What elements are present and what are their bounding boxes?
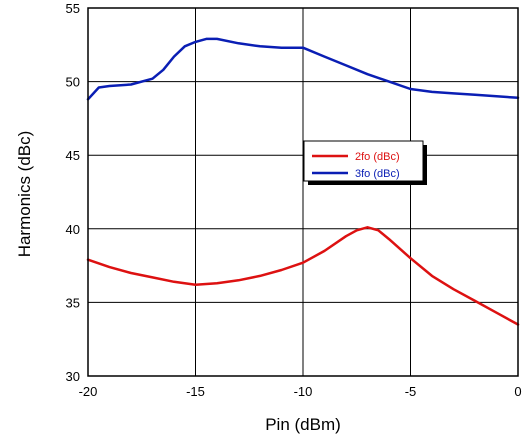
y-tick-label: 45 — [66, 148, 80, 163]
x-tick-label: -20 — [79, 384, 98, 399]
y-tick-label: 30 — [66, 369, 80, 384]
y-tick-label: 40 — [66, 222, 80, 237]
series-lines — [86, 37, 520, 326]
y-axis-title: Harmonics (dBc) — [15, 131, 34, 258]
x-tick-label: -10 — [294, 384, 313, 399]
y-tick-label: 55 — [66, 1, 80, 16]
legend-label-2fo: 2fo (dBc) — [355, 151, 400, 163]
y-tick-label: 35 — [66, 295, 80, 310]
legend: 2fo (dBc) 3fo (dBc) — [303, 140, 427, 185]
x-tick-label: 0 — [514, 384, 521, 399]
x-tick-label: -15 — [186, 384, 205, 399]
x-axis-title: Pin (dBm) — [265, 415, 341, 434]
y-tick-label: 50 — [66, 75, 80, 90]
series-line-2fo — [86, 226, 520, 326]
legend-label-3fo: 3fo (dBc) — [355, 168, 400, 180]
series-line-3fo — [86, 37, 520, 101]
x-tick-label: -5 — [405, 384, 417, 399]
legend-box — [303, 140, 424, 182]
tick-labels: -20 -15 -10 -5 0 30 35 40 45 50 55 — [66, 1, 522, 399]
plot-area-frame — [87, 7, 519, 377]
